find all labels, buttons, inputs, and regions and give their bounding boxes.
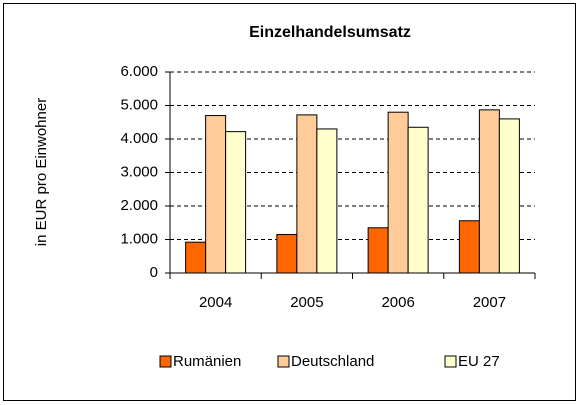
bar [276, 233, 298, 274]
legend-label: Deutschland [291, 353, 374, 370]
x-tick-label: 2007 [473, 294, 506, 311]
legend-label: Rumänien [173, 353, 241, 370]
x-tick-label: 2006 [381, 294, 414, 311]
bar [458, 220, 480, 274]
x-tick-label: 2005 [290, 294, 323, 311]
legend-swatch [444, 355, 457, 368]
legend-swatch [277, 355, 290, 368]
y-axis-label: in EUR pro Einwohner [33, 98, 50, 246]
bar [367, 227, 389, 274]
bar [407, 126, 429, 274]
x-tick-label: 2004 [199, 294, 232, 311]
bar [296, 114, 318, 274]
y-tick-label: 3.000 [120, 163, 158, 180]
bar [316, 128, 338, 274]
bar [205, 115, 227, 274]
y-tick-label: 2.000 [120, 197, 158, 214]
y-tick-label: 1.000 [120, 230, 158, 247]
bar [478, 109, 500, 274]
y-tick-label: 6.000 [120, 63, 158, 80]
y-tick-label: 5.000 [120, 96, 158, 113]
bar [185, 241, 207, 274]
bar [498, 118, 520, 274]
legend-swatch [159, 355, 172, 368]
legend-label: EU 27 [458, 353, 500, 370]
y-tick-label: 0 [150, 264, 158, 281]
y-tick-label: 4.000 [120, 130, 158, 147]
chart-title: Einzelhandelsumsatz [249, 24, 411, 41]
bar [225, 131, 247, 274]
bar [387, 111, 409, 274]
